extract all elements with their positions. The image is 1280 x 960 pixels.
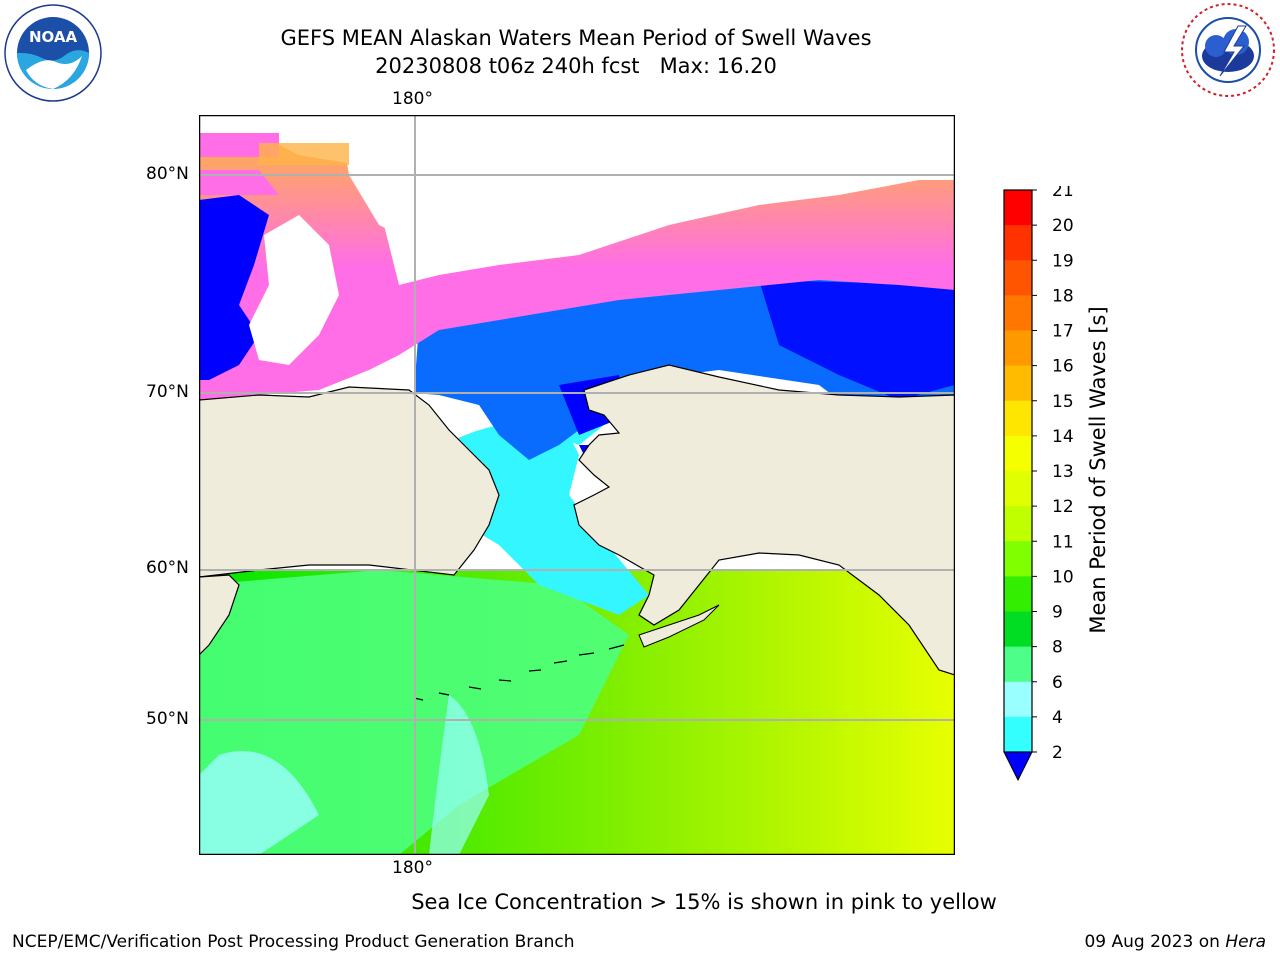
colorbar-tick-label: 19 <box>1052 251 1074 271</box>
colorbar-extend-arrow <box>1003 751 1033 782</box>
colorbar-segment <box>1004 646 1032 683</box>
colorbar-tick-label: 8 <box>1052 638 1063 658</box>
chart-subtitle: 20230808 t06z 240h fcst Max: 16.20 <box>375 54 777 78</box>
lon-label-top: 180° <box>392 89 433 109</box>
colorbar-tick-label: 2 <box>1052 743 1063 763</box>
graticule <box>199 115 955 855</box>
colorbar-segment <box>1004 295 1032 331</box>
colorbar-segment <box>1004 190 1032 226</box>
colorbar-tick-label: 15 <box>1052 392 1074 412</box>
colorbar-segment <box>1004 260 1032 296</box>
footer-date: 09 Aug 2023 on Hera <box>1084 932 1266 952</box>
colorbar-tick-label: 14 <box>1052 427 1074 447</box>
land-alaska <box>573 364 955 676</box>
colorbar-tick-label: 21 <box>1052 186 1074 201</box>
sea-ice-band <box>199 135 955 400</box>
colorbar-tick-label: 17 <box>1052 322 1074 342</box>
footer-machine: Hera <box>1225 932 1266 952</box>
colorbar-segment <box>1004 400 1032 437</box>
lon-label-bottom: 180° <box>392 858 433 878</box>
colorbar-segment <box>1004 541 1032 577</box>
colorbar-label: Mean Period of Swell Waves [s] <box>1086 306 1110 634</box>
colorbar-segment <box>1004 225 1032 261</box>
colorbar-segment <box>1004 611 1032 648</box>
colorbar-tick-label: 20 <box>1052 216 1074 236</box>
colorbar-tick-label: 12 <box>1052 497 1074 517</box>
footnote: Sea Ice Concentration > 15% is shown in … <box>0 890 1280 914</box>
footer-credit: NCEP/EMC/Verification Post Processing Pr… <box>12 932 575 952</box>
colorbar-segment <box>1004 435 1032 472</box>
chart-title: GEFS MEAN Alaskan Waters Mean Period of … <box>280 26 872 50</box>
footer-date-text: 09 Aug 2023 on <box>1084 932 1220 952</box>
colorbar-segment <box>1004 681 1032 718</box>
lat-label-80: 80°N <box>146 164 189 184</box>
lat-label-50: 50°N <box>146 709 189 729</box>
colorbar-tick-label: 6 <box>1052 673 1063 693</box>
colorbar-segment <box>1004 365 1032 402</box>
colorbar-tick-label: 16 <box>1052 357 1074 377</box>
colorbar-tick-label: 9 <box>1052 603 1063 623</box>
noaa-logo-text: NOAA <box>29 28 78 46</box>
footnote-text: Sea Ice Concentration > 15% is shown in … <box>411 890 997 914</box>
colorbar-tick-label: 10 <box>1052 567 1074 587</box>
colorbar-tick-label: 13 <box>1052 462 1074 482</box>
colorbar-segment <box>1004 330 1032 367</box>
colorbar-segment <box>1004 716 1032 753</box>
nws-logo <box>1181 3 1275 97</box>
colorbar: 21 20 19 18 17 16 15 14 13 12 11 10 9 8 6 4 2 <box>1003 186 1074 782</box>
colorbar-tick-label: 4 <box>1052 708 1063 728</box>
aleutian-islands <box>413 644 625 701</box>
noaa-logo: NOAA <box>4 4 102 102</box>
colorbar-segment <box>1004 576 1032 612</box>
colorbar-segment <box>1004 506 1032 542</box>
colorbar-segment <box>1004 471 1032 507</box>
sea-ice-white <box>249 215 339 365</box>
map-panel <box>199 115 955 855</box>
colorbar-tick-label: 11 <box>1052 532 1074 552</box>
lat-label-60: 60°N <box>146 558 189 578</box>
lat-label-70: 70°N <box>146 382 189 402</box>
colorbar-tick-label: 18 <box>1052 286 1074 306</box>
land-chukotka <box>199 386 500 578</box>
